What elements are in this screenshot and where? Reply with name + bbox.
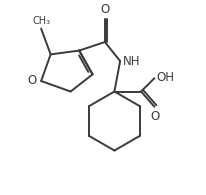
Text: O: O [100,3,110,16]
Text: CH₃: CH₃ [32,16,50,26]
Text: O: O [150,110,159,123]
Text: OH: OH [157,71,175,84]
Text: O: O [28,74,37,87]
Text: NH: NH [122,56,140,68]
